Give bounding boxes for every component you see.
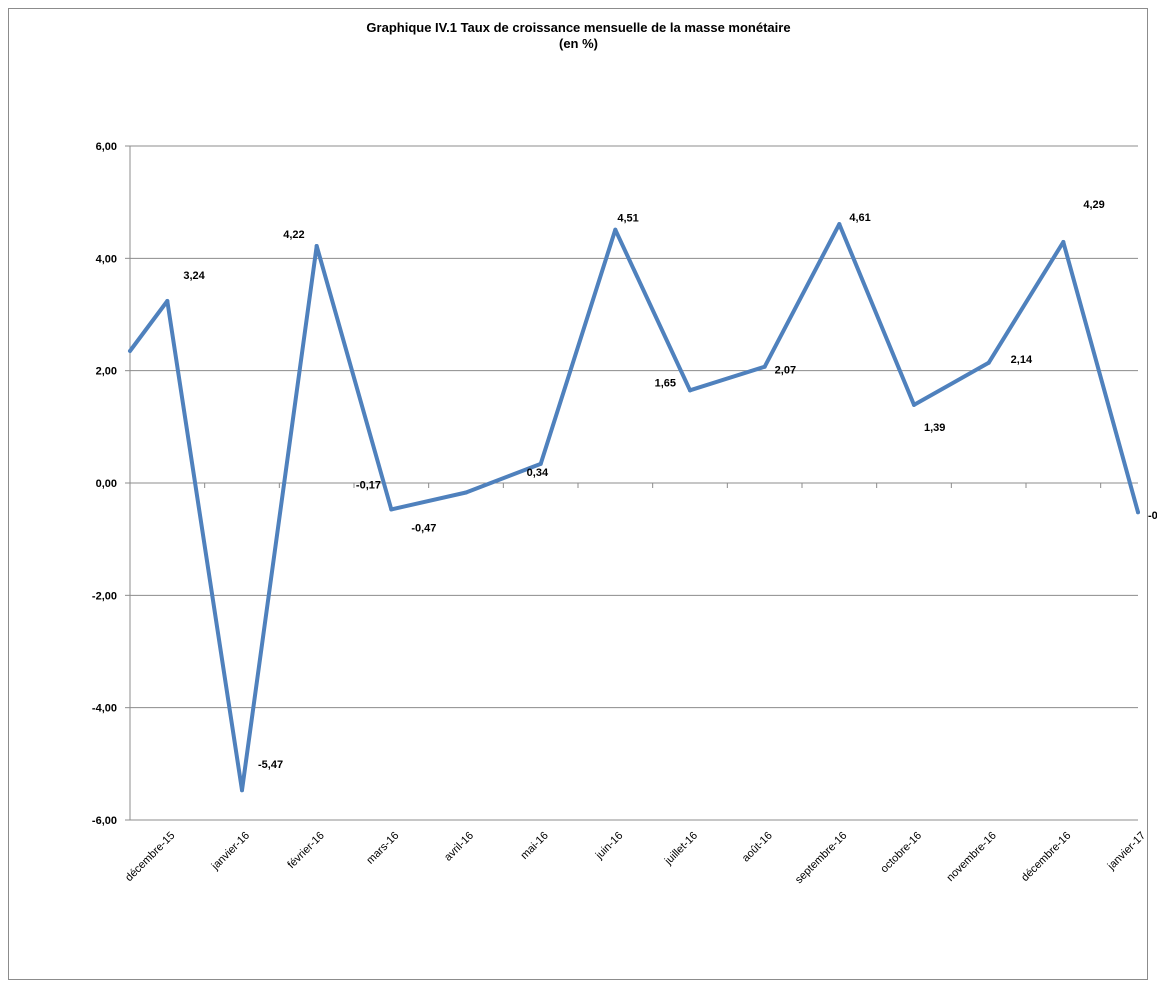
data-point bbox=[837, 222, 842, 227]
data-point bbox=[538, 461, 543, 466]
data-point bbox=[912, 402, 916, 407]
x-tick-label: mai-16 bbox=[519, 830, 551, 862]
y-tick-label: -6,00 bbox=[92, 815, 117, 827]
y-tick-label: 6,00 bbox=[96, 141, 117, 153]
data-point bbox=[986, 360, 991, 365]
x-tick-label: août-16 bbox=[740, 830, 775, 865]
y-tick-label: 2,00 bbox=[96, 366, 117, 378]
x-tick-label: décembre-16 bbox=[1019, 830, 1073, 884]
x-tick-label: mars-16 bbox=[364, 830, 401, 867]
x-tick-label: octobre-16 bbox=[878, 830, 924, 876]
data-point bbox=[1136, 510, 1140, 515]
data-label: 4,29 bbox=[1083, 199, 1104, 211]
x-tick-label: juillet-16 bbox=[662, 830, 700, 868]
data-point bbox=[688, 388, 692, 393]
y-tick-label: 4,00 bbox=[96, 253, 117, 265]
chart-subtitle: (en %) bbox=[559, 36, 598, 51]
data-label: 1,65 bbox=[655, 377, 676, 389]
data-label: 4,61 bbox=[849, 212, 870, 224]
x-tick-label: janvier-16 bbox=[209, 830, 252, 873]
data-label: 4,22 bbox=[283, 229, 304, 241]
data-point bbox=[389, 507, 394, 512]
data-label: 2,14 bbox=[1011, 354, 1033, 366]
x-tick-label: septembre-16 bbox=[793, 830, 849, 886]
data-label: -0,47 bbox=[411, 522, 436, 534]
data-label: -5,47 bbox=[258, 759, 283, 771]
data-point bbox=[1061, 240, 1066, 245]
x-tick-label: novembre-16 bbox=[944, 830, 998, 884]
x-tick-label: décembre-15 bbox=[123, 830, 177, 884]
y-tick-label: -2,00 bbox=[92, 590, 117, 602]
x-tick-label: février-16 bbox=[285, 830, 326, 871]
data-point bbox=[165, 299, 170, 304]
x-tick-label: janvier-17 bbox=[1105, 830, 1148, 873]
data-label: 1,39 bbox=[924, 422, 945, 434]
data-label: 3,24 bbox=[183, 270, 205, 282]
data-point bbox=[314, 243, 319, 248]
y-tick-label: -4,00 bbox=[92, 703, 117, 715]
x-tick-label: avril-16 bbox=[442, 830, 476, 864]
data-label: -0,17 bbox=[356, 480, 381, 492]
x-tick-label: juin-16 bbox=[593, 830, 626, 863]
chart-title: Graphique IV.1 Taux de croissance mensue… bbox=[366, 20, 791, 35]
data-point bbox=[240, 788, 244, 793]
data-point bbox=[762, 364, 767, 369]
series-line bbox=[128, 222, 1140, 793]
data-label: 0,34 bbox=[527, 467, 549, 479]
data-point bbox=[464, 490, 468, 495]
data-point bbox=[613, 227, 618, 232]
y-tick-label: 0,00 bbox=[96, 478, 117, 490]
data-label: 4,51 bbox=[617, 213, 638, 225]
data-label: 2,07 bbox=[775, 365, 796, 377]
data-label: -0,52 bbox=[1148, 510, 1157, 522]
